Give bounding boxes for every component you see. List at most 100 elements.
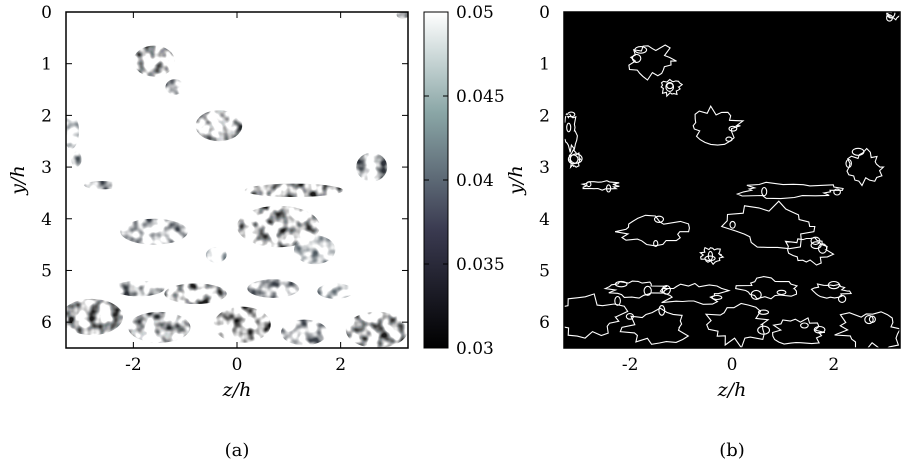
heatmap-patch: [71, 151, 82, 168]
heatmap-patch: [133, 45, 175, 77]
contour-line: [885, 8, 902, 21]
panel-b-y-ticks: 0 1 2 3 4 5 6: [539, 3, 900, 333]
colorbar-tick-label: 0.045: [456, 87, 505, 107]
y-tick-label: 4: [539, 210, 550, 230]
contour-line: [580, 180, 620, 191]
contour-loop: [567, 154, 579, 165]
contour-loop: [661, 284, 671, 295]
contour-loop: [658, 305, 666, 316]
panel-a-y-axis-label: y/h: [7, 165, 29, 195]
colorbar-tick-label: 0.05: [456, 3, 494, 23]
heatmap-patch: [213, 306, 271, 343]
panel-b-contours: [551, 7, 902, 353]
contour-loop: [704, 255, 716, 262]
y-tick-label: 1: [41, 55, 52, 75]
contour-line: [551, 293, 629, 339]
panel-a-y-ticks: 0 1 2 3 4 5 6: [41, 3, 408, 333]
panel-b-caption: (b): [719, 440, 745, 461]
contour-loop: [665, 81, 675, 92]
contour-loop: [614, 280, 628, 288]
heatmap-patch: [66, 298, 123, 336]
colorbar-tick-label: 0.035: [456, 255, 505, 275]
heatmap-patch: [112, 280, 165, 297]
y-tick-label: 2: [539, 106, 550, 126]
contour-loop: [728, 125, 738, 132]
contour-loop: [757, 325, 771, 335]
colorbar-tick-label: 0.04: [456, 171, 494, 191]
contour-loop: [653, 215, 665, 223]
contour-line: [699, 246, 725, 266]
y-tick-label: 3: [41, 158, 52, 178]
panel-a-caption: (a): [225, 440, 250, 461]
contour-loop: [868, 315, 876, 323]
panel-b-x-axis-label: z/h: [717, 379, 747, 401]
panel-a-x-ticks: -2 0 2: [125, 12, 346, 375]
contour-line: [735, 276, 799, 300]
contour-line: [704, 302, 770, 349]
panel-b-y-axis-label: y/h: [505, 165, 527, 195]
x-tick-label: 2: [828, 355, 839, 375]
x-tick-label: 2: [335, 355, 346, 375]
contour-loop: [729, 220, 736, 229]
panel-a-heatmap: -2 0 2 0 1 2 3 4 5 6 z/h y/h (a): [7, 3, 409, 461]
y-tick-label: 1: [539, 55, 550, 75]
panel-b-x-ticks: -2 0 2: [622, 12, 839, 375]
y-tick-label: 2: [41, 106, 52, 126]
x-tick-label: 0: [727, 355, 738, 375]
y-tick-label: 5: [539, 261, 550, 281]
contour-loop: [567, 111, 576, 118]
heatmap-patch: [195, 110, 243, 142]
y-tick-label: 0: [41, 3, 52, 23]
contour-loop: [643, 285, 652, 296]
heatmap-patch: [345, 311, 408, 348]
contour-loop: [810, 241, 822, 250]
contour-loop: [813, 325, 826, 334]
y-tick-label: 4: [41, 210, 52, 230]
colorbar: 0.03 0.035 0.04 0.045 0.05: [423, 3, 505, 359]
heatmap-patch: [66, 112, 79, 149]
contour-loop: [761, 186, 768, 197]
x-tick-label: -2: [125, 355, 142, 375]
y-tick-label: 0: [539, 3, 550, 23]
contour-loop: [886, 7, 896, 19]
heatmap-patch: [237, 205, 320, 248]
x-tick-label: 0: [232, 355, 243, 375]
contour-loop: [851, 147, 865, 156]
panel-a-patches: [66, 12, 408, 348]
heatmap-patch: [396, 12, 408, 19]
contour-loop: [653, 240, 659, 247]
contour-line: [660, 78, 684, 98]
contour-loop: [631, 53, 642, 63]
contour-loop: [666, 82, 674, 90]
heatmap-patch: [356, 152, 388, 182]
y-tick-label: 3: [539, 158, 550, 178]
contour-line: [559, 112, 578, 153]
contour-line: [810, 283, 853, 299]
contour-line: [735, 181, 844, 200]
colorbar-ticks: 0.03 0.035 0.04 0.045 0.05: [424, 3, 505, 359]
contour-loop: [556, 323, 564, 333]
panel-b-plot-area: [564, 12, 900, 348]
heatmap-patch: [120, 218, 188, 245]
contour-loop: [625, 313, 635, 320]
contour-loop: [725, 136, 733, 142]
heatmap-patch: [164, 283, 227, 305]
contour-loop: [750, 289, 762, 300]
heatmap-patch: [294, 235, 336, 265]
contour-loop: [566, 122, 572, 133]
contour-loop: [837, 294, 847, 303]
contour-line: [834, 311, 902, 353]
contour-line: [846, 147, 885, 187]
contour-loop: [634, 46, 648, 54]
panel-b-contour-map: -2 0 2 0 1 2 3 4 5 6 z/h y/h (b): [505, 3, 902, 461]
contour-loop: [586, 181, 592, 188]
y-tick-label: 5: [41, 261, 52, 281]
contour-loop: [757, 309, 770, 315]
contour-loop: [614, 295, 621, 306]
contour-loop: [800, 322, 809, 329]
panel-a-x-axis-label: z/h: [222, 379, 252, 401]
contour-line: [619, 307, 690, 345]
contour-line: [784, 236, 835, 266]
heatmap-patch: [317, 283, 354, 299]
